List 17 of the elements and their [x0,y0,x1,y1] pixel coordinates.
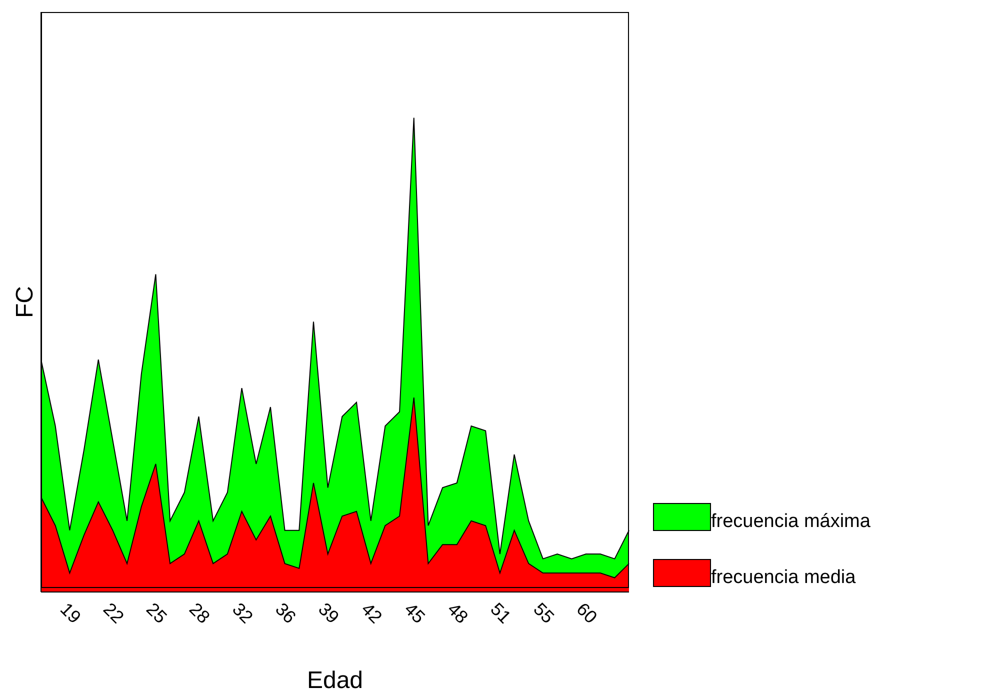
legend-label: frecuencia media [711,567,856,588]
x-tick-label: 42 [358,598,386,628]
x-tick-label: 19 [56,598,85,628]
x-tick-label: 25 [142,598,171,628]
x-axis-title: Edad [306,667,364,690]
x-tick-label: 51 [486,598,515,628]
x-tick-label: 48 [444,598,472,628]
x-tick-label: 22 [99,598,128,628]
x-tick-label: 36 [272,598,300,628]
legend-label: frecuencia máxima [711,511,870,532]
x-tick-label: 32 [228,598,257,628]
x-tick-label: 60 [572,598,602,628]
x-tick-label: 45 [400,598,429,628]
x-tick-label: 28 [185,598,214,628]
x-tick-label: 39 [314,598,343,628]
y-axis-title: FC [11,286,38,318]
x-tick-label: 55 [530,598,558,628]
